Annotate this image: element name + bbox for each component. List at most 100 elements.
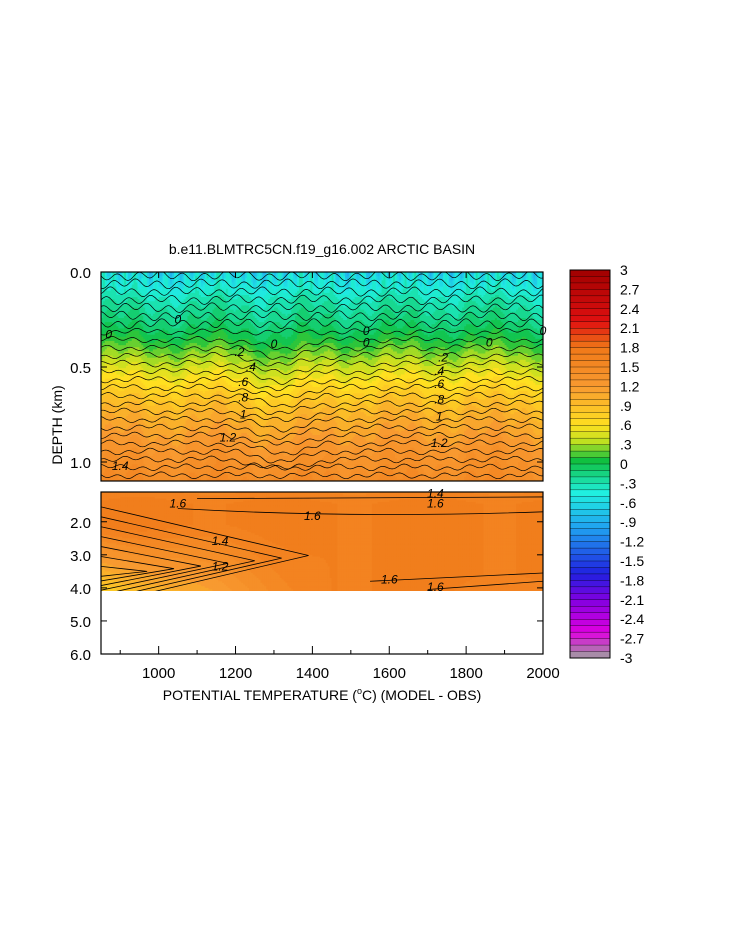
- heatmap-cell-upper: [114, 311, 117, 315]
- heatmap-cell-upper: [106, 338, 110, 342]
- heatmap-cell-upper: [116, 478, 119, 481]
- heatmap-cell-upper: [122, 282, 125, 285]
- heatmap-cell-upper: [145, 305, 148, 308]
- heatmap-cell-upper: [150, 376, 154, 379]
- heatmap-cell-upper: [127, 389, 131, 392]
- heatmap-cell-upper: [143, 424, 146, 428]
- heatmap-cell-upper: [160, 315, 163, 319]
- heatmap-cell-upper: [131, 451, 135, 455]
- heatmap-cell-upper: [143, 412, 146, 415]
- heatmap-cell-upper: [124, 353, 127, 356]
- heatmap-cell-upper: [101, 343, 104, 346]
- heatmap-cell-upper: [135, 380, 138, 384]
- heatmap-cell-upper: [108, 435, 112, 438]
- heatmap-cell-upper: [127, 343, 131, 346]
- heatmap-cell-upper: [120, 294, 123, 298]
- heatmap-cell-upper: [154, 437, 158, 440]
- heatmap-cell-upper: [143, 470, 146, 474]
- heatmap-cell-upper: [147, 317, 150, 321]
- heatmap-cell-upper: [104, 355, 108, 359]
- heatmap-cell-upper: [110, 464, 113, 467]
- heatmap-cell-upper: [125, 389, 129, 392]
- heatmap-cell-upper: [122, 317, 125, 321]
- heatmap-cell-upper: [150, 294, 154, 298]
- heatmap-cell-upper: [150, 274, 154, 277]
- heatmap-cell-upper: [137, 407, 140, 411]
- heatmap-cell-upper: [101, 336, 104, 340]
- heatmap-cell-upper: [139, 399, 142, 402]
- heatmap-cell-upper: [139, 474, 142, 478]
- heatmap-cell-upper: [139, 311, 142, 315]
- heatmap-cell-upper: [160, 299, 163, 302]
- heatmap-cell-upper: [141, 303, 144, 306]
- heatmap-cell-upper: [108, 395, 112, 398]
- heatmap-cell-upper: [152, 351, 156, 354]
- heatmap-cell-upper: [106, 349, 110, 352]
- heatmap-cell-upper: [133, 359, 136, 363]
- heatmap-cell-upper: [154, 455, 158, 459]
- heatmap-cell-upper: [114, 322, 117, 325]
- heatmap-cell-upper: [118, 401, 121, 405]
- heatmap-cell-upper: [149, 447, 152, 451]
- heatmap-cell-upper: [110, 303, 113, 306]
- heatmap-cell-upper: [133, 437, 136, 440]
- heatmap-cell-upper: [131, 347, 135, 350]
- heatmap-cell-upper: [112, 328, 115, 331]
- heatmap-cell-upper: [127, 412, 131, 415]
- heatmap-cell-upper: [147, 435, 150, 438]
- heatmap-cell-upper: [158, 343, 161, 346]
- heatmap-cell-upper: [152, 376, 156, 379]
- heatmap-cell-upper: [162, 412, 165, 415]
- heatmap-cell-upper: [125, 451, 129, 455]
- heatmap-cell-upper: [135, 416, 138, 419]
- heatmap-cell-upper: [118, 322, 121, 325]
- heatmap-cell-upper: [106, 324, 110, 327]
- heatmap-cell-upper: [102, 468, 106, 471]
- heatmap-cell-upper: [112, 453, 115, 457]
- heatmap-cell-upper: [145, 455, 148, 459]
- heatmap-cell-upper: [137, 376, 140, 379]
- heatmap-cell-upper: [125, 336, 129, 340]
- heatmap-cell-upper: [114, 382, 117, 386]
- heatmap-cell-upper: [124, 391, 127, 394]
- heatmap-cell-upper: [120, 357, 123, 361]
- heatmap-cell-upper: [125, 397, 129, 400]
- heatmap-cell-upper: [129, 451, 133, 455]
- heatmap-cell-upper: [160, 391, 163, 394]
- heatmap-cell-upper: [122, 330, 125, 334]
- heatmap-cell-upper: [137, 284, 140, 288]
- heatmap-cell-upper: [129, 453, 133, 457]
- heatmap-cell-upper: [154, 303, 158, 306]
- heatmap-cell-upper: [129, 474, 133, 478]
- heatmap-cell-upper: [143, 345, 146, 348]
- heatmap-cell-upper: [122, 320, 125, 323]
- heatmap-cell-upper: [127, 324, 131, 327]
- heatmap-cell-upper: [160, 274, 163, 277]
- heatmap-cell-upper: [160, 288, 163, 292]
- heatmap-cell-upper: [101, 303, 104, 306]
- heatmap-cell-upper: [162, 349, 165, 352]
- heatmap-cell-upper: [124, 443, 127, 446]
- heatmap-cell-upper: [137, 395, 140, 398]
- heatmap-cell-upper: [101, 292, 104, 296]
- heatmap-cell-upper: [156, 428, 160, 432]
- heatmap-cell-upper: [112, 340, 115, 344]
- heatmap-cell-upper: [108, 397, 112, 400]
- heatmap-cell-upper: [112, 297, 115, 300]
- heatmap-cell-upper: [156, 466, 160, 469]
- heatmap-cell-upper: [145, 368, 148, 371]
- heatmap-cell-upper: [143, 368, 146, 371]
- heatmap-cell-upper: [125, 299, 129, 302]
- heatmap-cell-upper: [116, 405, 119, 409]
- heatmap-cell-upper: [106, 368, 110, 371]
- heatmap-cell-upper: [137, 449, 140, 453]
- heatmap-cell-upper: [116, 313, 119, 317]
- heatmap-cell-upper: [143, 359, 146, 363]
- heatmap-cell-upper: [147, 359, 150, 363]
- heatmap-cell-upper: [156, 343, 160, 346]
- heatmap-cell-upper: [110, 476, 113, 480]
- heatmap-cell-upper: [104, 449, 108, 453]
- heatmap-cell-upper: [120, 418, 123, 421]
- heatmap-cell-upper: [154, 359, 158, 363]
- heatmap-cell-upper: [118, 474, 121, 478]
